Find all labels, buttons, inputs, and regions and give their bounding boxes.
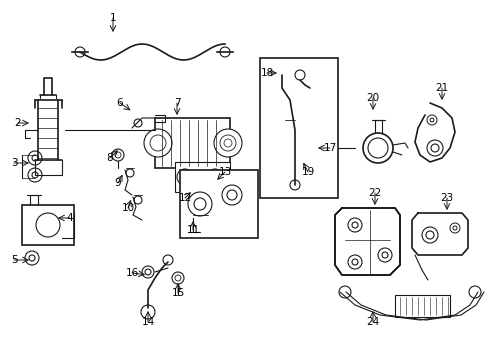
Circle shape bbox=[348, 218, 362, 232]
Text: 19: 19 bbox=[301, 167, 315, 177]
Text: 12: 12 bbox=[178, 193, 192, 203]
Circle shape bbox=[222, 185, 242, 205]
Circle shape bbox=[32, 155, 38, 161]
Circle shape bbox=[450, 223, 460, 233]
Circle shape bbox=[175, 275, 181, 281]
Circle shape bbox=[28, 151, 42, 165]
Circle shape bbox=[422, 227, 438, 243]
Text: 7: 7 bbox=[173, 98, 180, 108]
Circle shape bbox=[145, 269, 151, 275]
Text: 24: 24 bbox=[367, 317, 380, 327]
Circle shape bbox=[126, 169, 134, 177]
Circle shape bbox=[181, 173, 189, 181]
Circle shape bbox=[339, 286, 351, 298]
Text: 15: 15 bbox=[172, 288, 185, 298]
Text: 3: 3 bbox=[11, 158, 17, 168]
Circle shape bbox=[227, 190, 237, 200]
Circle shape bbox=[177, 169, 193, 185]
Text: 18: 18 bbox=[260, 68, 273, 78]
Circle shape bbox=[25, 251, 39, 265]
Circle shape bbox=[36, 213, 60, 237]
Circle shape bbox=[352, 259, 358, 265]
Circle shape bbox=[112, 149, 124, 161]
Circle shape bbox=[141, 305, 155, 319]
Bar bbox=[175, 162, 230, 192]
Circle shape bbox=[427, 115, 437, 125]
Circle shape bbox=[368, 138, 388, 158]
Circle shape bbox=[134, 119, 142, 127]
Circle shape bbox=[194, 198, 206, 210]
Circle shape bbox=[352, 222, 358, 228]
Circle shape bbox=[188, 220, 198, 230]
Bar bbox=[180, 170, 258, 238]
Text: 20: 20 bbox=[367, 93, 380, 103]
Circle shape bbox=[144, 129, 172, 157]
Circle shape bbox=[32, 172, 38, 178]
Circle shape bbox=[363, 133, 393, 163]
Text: 21: 21 bbox=[436, 83, 449, 93]
Text: 4: 4 bbox=[67, 213, 74, 223]
Bar bbox=[395, 295, 450, 317]
Text: 22: 22 bbox=[368, 188, 382, 198]
Circle shape bbox=[211, 173, 219, 181]
Circle shape bbox=[348, 255, 362, 269]
Circle shape bbox=[207, 169, 223, 185]
Circle shape bbox=[115, 152, 121, 158]
Circle shape bbox=[220, 47, 230, 57]
Circle shape bbox=[453, 226, 457, 230]
Text: 13: 13 bbox=[219, 167, 232, 177]
Text: 9: 9 bbox=[115, 178, 122, 188]
Text: 2: 2 bbox=[15, 118, 21, 128]
Polygon shape bbox=[335, 208, 400, 275]
Circle shape bbox=[220, 135, 236, 151]
Circle shape bbox=[163, 255, 173, 265]
Circle shape bbox=[188, 192, 212, 216]
Circle shape bbox=[430, 118, 434, 122]
Circle shape bbox=[142, 266, 154, 278]
Circle shape bbox=[469, 286, 481, 298]
Circle shape bbox=[29, 255, 35, 261]
Text: 8: 8 bbox=[107, 153, 113, 163]
Circle shape bbox=[290, 180, 300, 190]
Text: 23: 23 bbox=[441, 193, 454, 203]
Circle shape bbox=[426, 231, 434, 239]
Bar bbox=[22, 205, 74, 245]
Text: 10: 10 bbox=[122, 203, 135, 213]
Text: 6: 6 bbox=[117, 98, 123, 108]
Circle shape bbox=[382, 252, 388, 258]
Bar bbox=[260, 58, 338, 198]
Circle shape bbox=[378, 248, 392, 262]
Circle shape bbox=[431, 144, 439, 152]
Circle shape bbox=[28, 168, 42, 182]
Text: 16: 16 bbox=[125, 268, 139, 278]
Text: 1: 1 bbox=[110, 13, 116, 23]
Circle shape bbox=[172, 272, 184, 284]
Circle shape bbox=[224, 139, 232, 147]
Text: 14: 14 bbox=[142, 317, 155, 327]
Circle shape bbox=[150, 135, 166, 151]
Circle shape bbox=[427, 140, 443, 156]
Circle shape bbox=[295, 70, 305, 80]
Text: 11: 11 bbox=[186, 225, 199, 235]
Circle shape bbox=[75, 47, 85, 57]
Circle shape bbox=[134, 196, 142, 204]
Circle shape bbox=[214, 129, 242, 157]
Polygon shape bbox=[412, 213, 468, 255]
Text: 5: 5 bbox=[11, 255, 17, 265]
Text: 17: 17 bbox=[323, 143, 337, 153]
Bar bbox=[155, 118, 230, 168]
